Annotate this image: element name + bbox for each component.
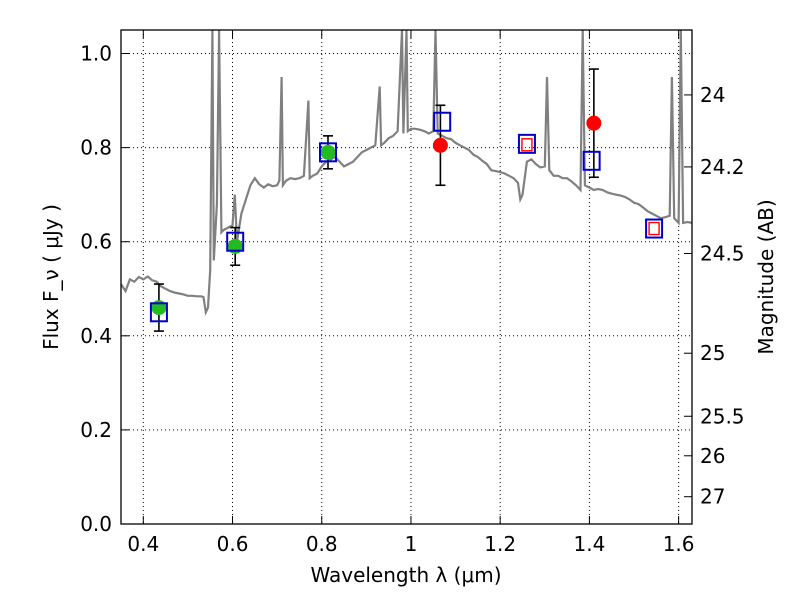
plot-frame [120, 29, 693, 525]
inner-square [521, 138, 533, 152]
x-tick-label: 0.6 [217, 532, 249, 556]
data-point [586, 115, 602, 131]
y-tick-label: 0.0 [80, 512, 112, 536]
x-tick-label: 1.6 [663, 532, 695, 556]
y-tick-label: 0.2 [80, 418, 112, 442]
x-tick-label: 1.2 [484, 532, 516, 556]
inner-square [648, 221, 660, 236]
data-marks [149, 68, 664, 332]
y-tick-label: 1.0 [80, 42, 112, 66]
model-photometry-square [433, 111, 452, 132]
model-photometry-square [517, 133, 536, 154]
axis-ticks: 0.4 0.6 0.8 1 1.2 1.4 1.6 0.0 0.2 0.4 0.6 0.8 1.0 24 2… [80, 30, 745, 556]
y-tick-label: 0.6 [80, 230, 112, 254]
y2-tick-label: 27 [700, 485, 725, 509]
model-spectrum-line [121, 30, 692, 317]
y2-tick-label: 25.5 [700, 404, 745, 428]
data-point [432, 137, 448, 153]
data-point [320, 144, 336, 160]
y-tick-label: 0.8 [80, 136, 112, 160]
model-photometry-square [645, 218, 664, 239]
y2-tick-label: 24.2 [700, 155, 745, 179]
y2-tick-label: 26 [700, 444, 725, 468]
y2-tick-label: 25 [700, 341, 725, 365]
model-photometry-square [149, 302, 168, 323]
model-photometry-square [582, 150, 601, 171]
y-axis-label: Flux F_ν ( μJy ) [39, 204, 63, 350]
y2-axis-label: Magnitude (AB) [754, 199, 778, 354]
model-photometry-square [226, 231, 245, 252]
model-photometry-square [318, 142, 337, 163]
y2-tick-label: 24.5 [700, 241, 745, 265]
x-axis-label: Wavelength λ (μm) [310, 563, 501, 587]
x-tick-label: 1 [405, 532, 418, 556]
y-tick-label: 0.4 [80, 324, 112, 348]
x-tick-label: 1.4 [573, 532, 605, 556]
x-tick-label: 0.4 [127, 532, 159, 556]
x-tick-label: 0.8 [306, 532, 338, 556]
y2-tick-label: 24 [700, 83, 725, 107]
